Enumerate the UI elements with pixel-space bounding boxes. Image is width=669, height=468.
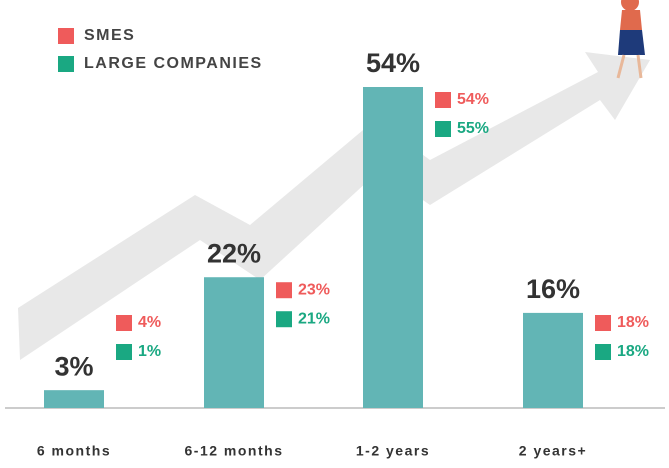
legend-swatch [58,28,74,44]
series-swatch [276,282,292,299]
value-label: 16% [526,274,580,304]
series-value-label: 54% [457,91,489,108]
legend-label: LARGE COMPANIES [84,55,263,72]
series-value-label: 1% [138,343,161,360]
series-value-label: 18% [617,343,649,360]
value-label: 54% [366,48,420,78]
series-swatch [595,315,611,331]
legend-label: SMES [84,27,135,44]
bar [363,87,423,408]
x-tick-label: 1-2 years [356,443,430,459]
background-arrow [18,52,650,360]
series-value-label: 4% [138,314,161,331]
series-swatch [276,311,292,328]
bar [523,312,583,408]
series-value-label: 18% [617,314,649,331]
x-tick-label: 6 months [37,443,111,459]
series-swatch [116,315,132,331]
series-swatch [116,344,132,360]
series-value-label: 21% [298,310,330,327]
bar [204,277,264,408]
series-value-label: 55% [457,120,489,137]
value-label: 3% [54,351,93,381]
series-swatch [435,92,451,108]
x-tick-label: 6-12 months [185,443,284,459]
figure [616,0,645,79]
series-value-label: 23% [298,281,330,298]
series-swatch [595,344,611,360]
series-swatch [435,121,451,137]
x-tick-label: 2 years+ [519,443,587,459]
bar [44,390,104,408]
value-label: 22% [207,238,261,268]
legend-swatch [58,56,74,72]
